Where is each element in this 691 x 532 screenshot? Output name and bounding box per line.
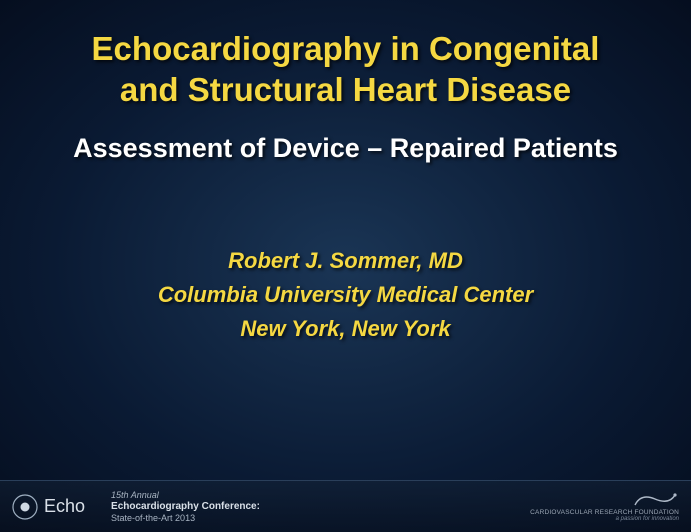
author-location: New York, New York <box>0 312 691 346</box>
echo-logo: Echo <box>12 494 85 520</box>
subtitle: Assessment of Device – Repaired Patients <box>0 133 691 164</box>
author-affiliation: Columbia University Medical Center <box>0 278 691 312</box>
title-block: Echocardiography in Congenital and Struc… <box>0 28 691 111</box>
crf-name: CARDIOVASCULAR RESEARCH FOUNDATION <box>530 509 679 516</box>
conference-name: Echocardiography Conference: <box>111 501 260 513</box>
conference-ordinal: 15th Annual <box>111 490 260 501</box>
footer-bar: Echo 15th Annual Echocardiography Confer… <box>0 480 691 532</box>
slide: Echocardiography in Congenital and Struc… <box>0 0 691 532</box>
author-block: Robert J. Sommer, MD Columbia University… <box>0 244 691 346</box>
author-name: Robert J. Sommer, MD <box>0 244 691 278</box>
footer-right: CARDIOVASCULAR RESEARCH FOUNDATION a pas… <box>530 491 679 522</box>
footer-left: Echo 15th Annual Echocardiography Confer… <box>12 490 260 524</box>
title-line-1: Echocardiography in Congenital <box>30 28 661 69</box>
conference-text: 15th Annual Echocardiography Conference:… <box>111 490 260 524</box>
echo-logo-icon <box>12 494 38 520</box>
conference-sub: State-of-the-Art 2013 <box>111 513 260 524</box>
crf-tagline: a passion for innovation <box>616 516 679 522</box>
crf-logo: CARDIOVASCULAR RESEARCH FOUNDATION a pas… <box>530 491 679 522</box>
crf-logo-icon <box>631 491 679 509</box>
title-line-2: and Structural Heart Disease <box>30 69 661 110</box>
echo-logo-text: Echo <box>44 496 85 517</box>
